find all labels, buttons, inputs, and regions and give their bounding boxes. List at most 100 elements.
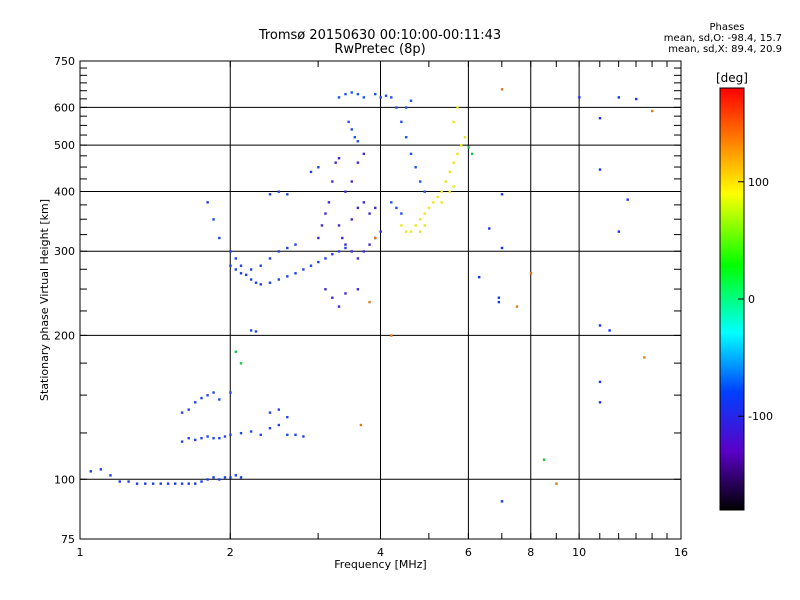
data-point (194, 438, 197, 442)
data-point (344, 190, 347, 193)
data-point (344, 92, 347, 96)
data-point (598, 324, 602, 327)
data-point (368, 300, 371, 304)
data-point (456, 152, 459, 156)
data-point (327, 201, 331, 204)
data-point (259, 264, 262, 267)
data-point (254, 330, 258, 333)
data-point (423, 212, 426, 215)
data-point (460, 144, 463, 147)
x-tick-label: 8 (527, 546, 534, 559)
data-point (239, 264, 243, 267)
data-point (173, 482, 177, 485)
data-point (239, 476, 243, 479)
data-point (317, 260, 320, 264)
colorbar-tick-label: 100 (748, 176, 769, 189)
data-point (423, 190, 426, 193)
data-point (608, 329, 611, 332)
data-point (488, 227, 491, 230)
y-tick-label: 300 (54, 245, 75, 258)
data-point (374, 206, 377, 210)
data-point (414, 166, 417, 169)
data-point (350, 128, 353, 131)
data-point (448, 190, 451, 193)
data-point (452, 185, 455, 188)
data-point (337, 250, 341, 253)
data-point (180, 482, 184, 485)
y-tick-label: 200 (54, 329, 75, 342)
data-point (419, 218, 422, 221)
data-point (180, 411, 184, 414)
data-point (309, 264, 313, 267)
data-point (331, 180, 334, 183)
phase-stats: Phases mean, sd,O: -98.4, 15.7 mean, sd,… (612, 22, 782, 55)
data-point (390, 334, 393, 337)
data-point (187, 408, 190, 411)
data-point (470, 152, 474, 156)
data-point (337, 157, 341, 160)
data-point (109, 474, 112, 477)
data-point (617, 96, 621, 99)
data-point (390, 201, 393, 204)
data-point (268, 193, 272, 196)
data-point (187, 436, 190, 440)
data-point (440, 201, 443, 204)
data-point (324, 288, 327, 291)
data-point (268, 257, 272, 260)
x-tick-label: 4 (377, 546, 384, 559)
data-point (500, 88, 504, 91)
data-point (268, 427, 272, 430)
data-point (259, 283, 262, 286)
data-point (444, 180, 447, 183)
data-point (384, 94, 388, 97)
y-tick-label: 500 (54, 139, 75, 152)
data-point (229, 391, 232, 394)
data-point (350, 218, 353, 221)
data-point (234, 350, 238, 353)
data-point (419, 180, 422, 183)
data-point (229, 476, 232, 479)
data-point (277, 190, 281, 193)
x-tick-label: 6 (465, 546, 472, 559)
data-point (286, 433, 289, 437)
data-point (529, 272, 533, 275)
data-point (368, 243, 371, 246)
data-point (643, 356, 646, 359)
data-point (390, 96, 393, 99)
phase-x-stats: mean, sd,X: 89.4, 20.9 (668, 44, 782, 55)
data-point (118, 480, 121, 483)
data-point (356, 288, 360, 291)
data-point (286, 415, 289, 419)
data-point (598, 380, 602, 384)
data-point (127, 480, 130, 483)
data-point (331, 296, 334, 299)
data-point (353, 136, 357, 139)
data-point (206, 435, 209, 438)
y-tick-label: 400 (54, 185, 75, 198)
data-point (379, 230, 382, 233)
data-point (617, 230, 621, 233)
data-point (440, 190, 443, 193)
phase-o-stats: mean, sd,O: -98.4, 15.7 (663, 33, 782, 44)
data-point (409, 152, 413, 156)
x-axis-label: Frequency [MHz] (334, 558, 426, 571)
data-point (409, 99, 413, 102)
data-point (362, 201, 366, 204)
data-point (229, 433, 232, 437)
data-point (249, 268, 253, 271)
data-point (359, 423, 363, 427)
data-point (350, 180, 353, 183)
colorbar-tick-label: -100 (748, 410, 773, 423)
data-point (463, 136, 467, 139)
data-point (344, 243, 347, 246)
data-point (317, 166, 320, 169)
data-point (362, 250, 366, 253)
data-point (456, 106, 459, 109)
data-point (302, 435, 305, 438)
data-point (337, 96, 341, 99)
data-point (452, 120, 455, 124)
data-point (341, 236, 344, 240)
data-point (651, 109, 654, 113)
x-tick-label: 1 (77, 546, 84, 559)
y-tick-label: 75 (61, 533, 75, 546)
